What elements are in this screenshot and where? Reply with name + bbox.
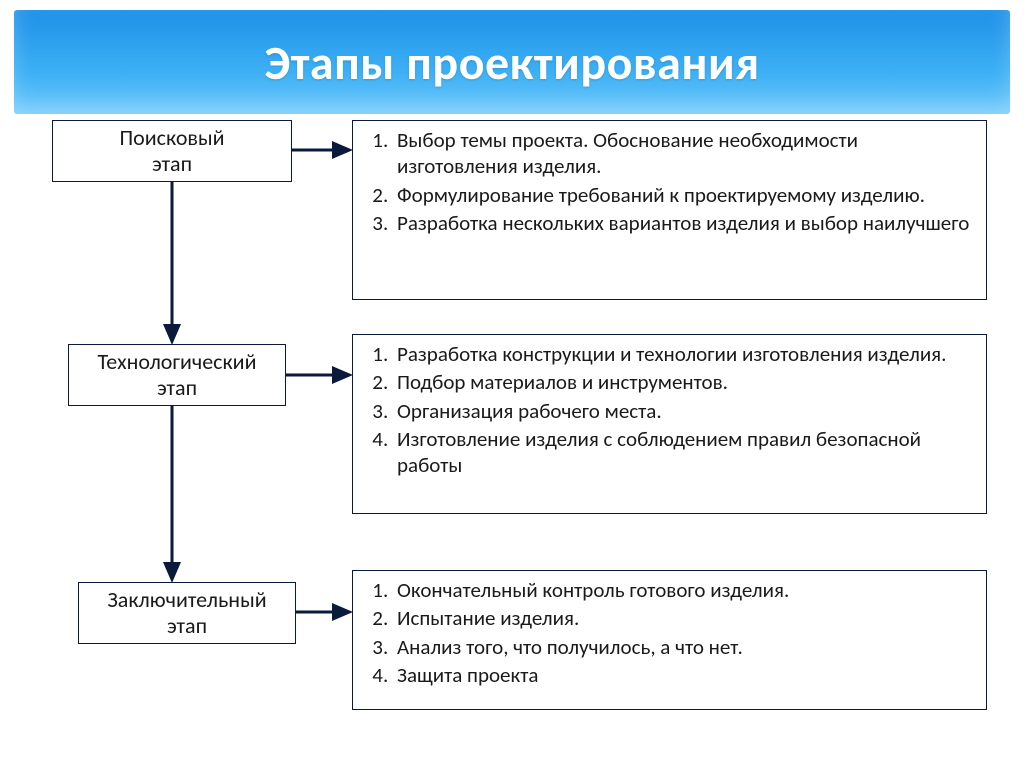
detail-list-final: Окончательный контроль готового изделия.… (365, 577, 974, 688)
stage-box-final: Заключительныйэтап (78, 582, 296, 644)
slide-title: Этапы проектирования (264, 33, 759, 92)
stage-label-search: Поисковыйэтап (119, 125, 224, 178)
detail-item: Испытание изделия. (393, 605, 974, 631)
detail-list-search: Выбор темы проекта. Обоснование необходи… (365, 127, 974, 236)
detail-box-search: Выбор темы проекта. Обоснование необходи… (352, 120, 987, 300)
detail-item: Разработка конструкции и технологии изго… (393, 341, 974, 367)
slide: Этапы проектирования Поисковыйэтап Выбор… (0, 0, 1024, 767)
detail-box-final: Окончательный контроль готового изделия.… (352, 570, 987, 710)
detail-item: Формулирование требований к проектируемо… (393, 182, 974, 208)
detail-item: Разработка нескольких вариантов изделия … (393, 210, 974, 236)
stage-label-final: Заключительныйэтап (107, 587, 266, 640)
detail-item: Защита проекта (393, 662, 974, 688)
detail-item: Окончательный контроль готового изделия. (393, 577, 974, 603)
title-banner: Этапы проектирования (14, 10, 1010, 114)
detail-list-tech: Разработка конструкции и технологии изго… (365, 341, 974, 478)
detail-item: Подбор материалов и инструментов. (393, 369, 974, 395)
detail-item: Изготовление изделия с соблюдением прави… (393, 426, 974, 479)
detail-item: Анализ того, что получилось, а что нет. (393, 634, 974, 660)
stage-label-tech: Технологическийэтап (98, 349, 257, 402)
detail-item: Выбор темы проекта. Обоснование необходи… (393, 127, 974, 180)
stage-box-search: Поисковыйэтап (52, 120, 292, 182)
detail-box-tech: Разработка конструкции и технологии изго… (352, 334, 987, 514)
detail-item: Организация рабочего места. (393, 398, 974, 424)
stage-box-tech: Технологическийэтап (68, 344, 286, 406)
